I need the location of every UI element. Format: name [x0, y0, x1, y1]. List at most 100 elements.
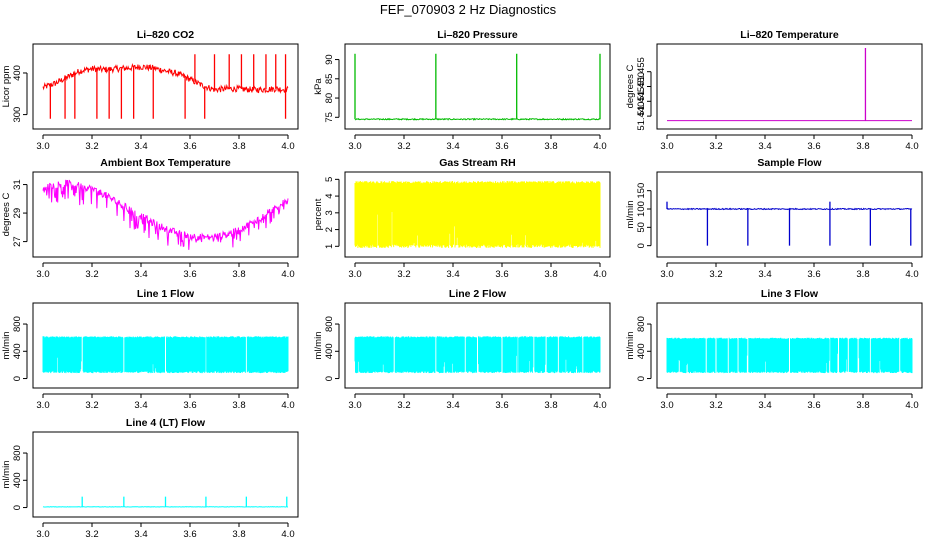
y-tick-label: 90 [324, 54, 335, 65]
data-line [42, 179, 289, 250]
x-tick-label: 3.4 [758, 400, 771, 411]
x-tick-label: 3.4 [134, 529, 147, 540]
x-tick-label: 3.6 [495, 269, 508, 280]
panel-line3: Line 3 Flow 3.0 3.2 3.4 3.6 3.8 4.0 0 400 800ml/m… [625, 288, 923, 411]
series-ambient [42, 179, 289, 250]
y-tick-label: 300 [12, 107, 23, 123]
data-band [666, 337, 913, 374]
x-tick-label: 3.4 [758, 141, 771, 152]
y-tick-label: 800 [12, 445, 23, 461]
x-tick-label: 3.2 [85, 400, 98, 411]
x-tick-label: 3.4 [134, 400, 147, 411]
data-band [354, 181, 601, 248]
panel-title: Line 1 Flow [137, 288, 195, 300]
panel-rh: Gas Stream RH 3.0 3.2 3.4 3.6 3.8 4.0 1 2 3 4 5 perc… [313, 157, 611, 280]
x-tick-label: 3.8 [232, 529, 245, 540]
y-tick-label: 1 [324, 244, 335, 249]
y-tick-label: 2 [324, 227, 335, 232]
x-tick-label: 3.2 [397, 141, 410, 152]
y-tick-label: 51.455 [636, 57, 647, 86]
panel-title: Li–820 CO2 [137, 29, 194, 41]
y-axis-label: ml/min [625, 332, 636, 360]
series-co2 [42, 54, 289, 119]
y-tick-label: 4 [324, 193, 335, 198]
y-tick-label: 800 [324, 316, 335, 332]
series-line1 [42, 336, 289, 374]
x-tick-label: 3.6 [183, 141, 196, 152]
series-rh [354, 181, 601, 248]
panel-title: Ambient Box Temperature [100, 157, 231, 169]
x-tick-label: 3.0 [348, 400, 361, 411]
y-tick-label: 75 [324, 112, 335, 123]
x-tick-label: 3.8 [232, 400, 245, 411]
y-tick-label: 400 [636, 343, 647, 359]
y-axis-label: ml/min [1, 461, 12, 489]
x-tick-label: 3.2 [709, 141, 722, 152]
x-tick-label: 4.0 [593, 141, 606, 152]
figure-title: FEF_070903 2 Hz Diagnostics [379, 2, 557, 17]
x-tick-label: 3.8 [232, 269, 245, 280]
series-line4 [42, 496, 289, 508]
x-tick-label: 3.8 [856, 400, 869, 411]
x-tick-label: 3.0 [36, 529, 49, 540]
data-line [42, 62, 289, 94]
x-tick-label: 3.4 [758, 269, 771, 280]
panel-title: Li–820 Pressure [437, 29, 518, 41]
x-tick-label: 3.6 [183, 400, 196, 411]
x-tick-label: 3.0 [660, 400, 673, 411]
x-tick-label: 3.6 [807, 400, 820, 411]
x-tick-label: 3.2 [709, 400, 722, 411]
x-tick-label: 4.0 [905, 400, 918, 411]
panel-co2: Li–820 CO2 3.0 3.2 3.4 3.6 3.8 4.0 300 400Licor … [1, 29, 299, 152]
panel-line4: Line 4 (LT) Flow 3.0 3.2 3.4 3.6 3.8 4.0 0 400 80… [1, 417, 299, 540]
x-tick-label: 3.8 [856, 141, 869, 152]
x-tick-label: 3.4 [446, 400, 459, 411]
y-axis-label: ml/min [313, 332, 324, 360]
x-tick-label: 3.0 [660, 141, 673, 152]
x-tick-label: 3.8 [544, 141, 557, 152]
x-tick-label: 3.6 [183, 269, 196, 280]
plot-frame [32, 43, 299, 130]
panel-title: Sample Flow [757, 157, 822, 169]
y-tick-label: 0 [12, 376, 23, 381]
panel-sample: Sample Flow 3.0 3.2 3.4 3.6 3.8 4.0 0 50 100 150ml… [625, 157, 923, 280]
y-tick-label: 400 [12, 343, 23, 359]
plot-frame [344, 171, 611, 258]
x-tick-label: 3.0 [36, 141, 49, 152]
y-tick-label: 80 [324, 93, 335, 104]
y-axis-label: ml/min [1, 332, 12, 360]
panel-line1: Line 1 Flow 3.0 3.2 3.4 3.6 3.8 4.0 0 400 800ml/m… [1, 288, 299, 411]
plot-frame [656, 43, 923, 130]
plot-frame [656, 171, 923, 258]
x-tick-label: 3.2 [85, 529, 98, 540]
y-tick-label: 29 [12, 208, 23, 219]
x-tick-label: 3.8 [544, 400, 557, 411]
y-tick-label: 0 [12, 505, 23, 510]
y-axis-label: ml/min [625, 201, 636, 229]
y-tick-label: 50 [636, 222, 647, 233]
x-tick-label: 3.0 [348, 141, 361, 152]
x-tick-label: 3.4 [446, 269, 459, 280]
x-tick-label: 3.2 [397, 269, 410, 280]
series-sample [666, 201, 913, 246]
y-tick-label: 800 [12, 316, 23, 332]
x-tick-label: 4.0 [281, 400, 294, 411]
x-tick-label: 4.0 [593, 269, 606, 280]
panel-temperature: Li–820 Temperature 3.0 3.2 3.4 3.6 3.8 4.0 51.4… [625, 29, 923, 152]
plot-frame [32, 431, 299, 518]
panel-ambient: Ambient Box Temperature 3.0 3.2 3.4 3.6 3.8 4.… [1, 157, 299, 280]
x-tick-label: 3.2 [85, 141, 98, 152]
y-tick-label: 31 [12, 179, 23, 190]
series-pressure [354, 53, 601, 121]
y-tick-label: 0 [324, 376, 335, 381]
y-tick-label: 5 [324, 177, 335, 182]
plot-frame [344, 43, 611, 130]
y-tick-label: 400 [12, 472, 23, 488]
x-tick-label: 4.0 [905, 269, 918, 280]
x-tick-label: 3.8 [856, 269, 869, 280]
y-tick-label: 51.440 [636, 102, 647, 131]
data-line [354, 117, 601, 121]
panel-line2: Line 2 Flow 3.0 3.2 3.4 3.6 3.8 4.0 0 400 800ml/m… [313, 288, 611, 411]
plot-frame [32, 171, 299, 258]
